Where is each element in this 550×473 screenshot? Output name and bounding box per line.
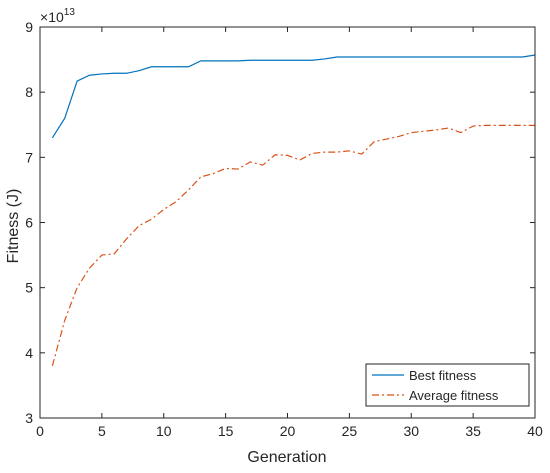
- y-tick-label: 6: [25, 215, 33, 231]
- y-tick-label: 9: [25, 19, 33, 35]
- legend-label-average-fitness: Average fitness: [409, 388, 499, 403]
- y-axis-label: Fitness (J): [5, 189, 22, 264]
- x-tick-label: 0: [36, 423, 44, 439]
- legend-label-best-fitness: Best fitness: [409, 368, 477, 383]
- y-tick-label: 4: [25, 345, 33, 361]
- y-tick-label: 5: [25, 280, 33, 296]
- y-exponent-base: 10: [48, 9, 64, 25]
- y-tick-label: 3: [25, 410, 33, 426]
- x-tick-label: 15: [218, 423, 234, 439]
- y-exponent-label: ×1013: [40, 7, 75, 25]
- legend-box: [365, 363, 530, 407]
- series-line-best-fitness: [51, 54, 536, 139]
- y-tick-label: 7: [25, 149, 33, 165]
- x-tick-label: 25: [342, 423, 358, 439]
- x-tick-label: 35: [465, 423, 481, 439]
- svg-text:×1013: ×1013: [40, 7, 75, 25]
- y-tick-label: 8: [25, 84, 33, 100]
- x-tick-label: 30: [403, 423, 419, 439]
- y-exponent-power: 13: [64, 7, 76, 18]
- x-tick-label: 10: [156, 423, 172, 439]
- x-tick-label: 5: [98, 423, 106, 439]
- legend: Best fitness Average fitness: [365, 363, 530, 407]
- x-tick-label: 40: [527, 423, 543, 439]
- x-axis-label: Generation: [247, 449, 326, 466]
- plot-area: [40, 27, 535, 418]
- y-exponent-prefix: ×: [40, 9, 48, 25]
- x-tick-label: 20: [280, 423, 296, 439]
